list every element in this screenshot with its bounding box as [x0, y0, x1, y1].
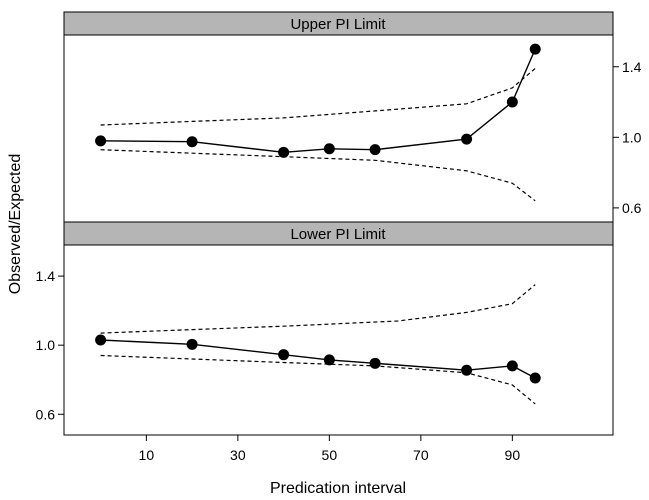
x-tick-label-4: 90: [505, 447, 521, 463]
x-tick-label-1: 30: [230, 447, 246, 463]
observed-line-upper-0: [100, 48, 536, 154]
y-tick-label-lower-2: 1.4: [36, 268, 56, 284]
y-tick-label-upper-2: 1.4: [622, 59, 642, 75]
data-point-upper-0: [95, 135, 107, 147]
data-point-upper-7: [529, 43, 541, 55]
data-point-upper-4: [369, 144, 381, 156]
x-tick-label-0: 10: [139, 447, 155, 463]
dashed-band-line-lower-2: [100, 354, 536, 405]
dashed-band-line-upper-2: [100, 149, 536, 202]
panel-upper: Upper PI Limit 0.6 1.0 1.4: [63, 11, 642, 223]
x-axis: 10 30 50 70 90: [139, 435, 521, 463]
series-group-lower: [95, 284, 541, 405]
y-tick-label-lower-1: 1.0: [36, 337, 56, 353]
y-axis-lower: 0.6 1.0 1.4: [36, 268, 64, 422]
y-tick-label-upper-1: 1.0: [622, 129, 642, 145]
y-axis-upper: 0.6 1.0 1.4: [613, 59, 642, 216]
y-tick-label-upper-0: 0.6: [622, 200, 642, 216]
panel-lower: Lower PI Limit 0.6 1.0 1.4: [36, 221, 614, 436]
data-point-lower-0: [95, 334, 107, 346]
data-point-lower-3: [323, 354, 335, 366]
y-axis-title: Observed/Expected: [7, 154, 24, 295]
data-point-upper-1: [186, 136, 198, 148]
plot-frame-lower: [63, 244, 614, 436]
data-point-lower-7: [529, 372, 541, 384]
strip-title-lower: Lower PI Limit: [290, 226, 386, 243]
data-point-lower-2: [278, 349, 290, 361]
observed-line-lower-0: [100, 339, 536, 379]
data-point-lower-1: [186, 338, 198, 350]
data-point-upper-2: [278, 146, 290, 158]
data-point-upper-6: [506, 96, 518, 108]
data-point-upper-5: [461, 133, 473, 145]
data-point-lower-4: [369, 357, 381, 369]
series-group-upper: [95, 43, 541, 202]
dashed-band-line-upper-1: [100, 68, 536, 126]
data-point-lower-5: [461, 364, 473, 376]
data-point-upper-3: [323, 143, 335, 155]
strip-title-upper: Upper PI Limit: [290, 16, 386, 33]
x-tick-label-3: 70: [413, 447, 429, 463]
plot-frame-upper: [63, 34, 614, 223]
x-tick-label-2: 50: [322, 447, 338, 463]
y-tick-label-lower-0: 0.6: [36, 406, 56, 422]
x-axis-title: Predication interval: [270, 480, 406, 497]
dashed-band-line-lower-1: [100, 284, 536, 334]
data-point-lower-6: [506, 360, 518, 372]
